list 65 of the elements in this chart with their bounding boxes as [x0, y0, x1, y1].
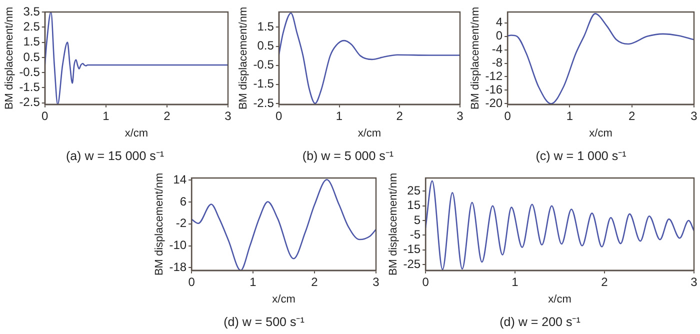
- y-tick-label: -2: [176, 216, 187, 230]
- x-tick-label: 1: [250, 274, 257, 289]
- y-tick-label: -10: [169, 238, 187, 252]
- y-tick-label: 25: [407, 184, 421, 198]
- text: (d) w = 200 s⁻¹: [500, 314, 580, 329]
- y-tick-label: 15: [407, 198, 421, 212]
- text: (a) w = 15 000 s⁻¹: [66, 148, 164, 163]
- y-tick-label: -1.5: [253, 76, 274, 91]
- x-tick-label: 3: [372, 274, 380, 289]
- x-tick-label: 2: [164, 108, 171, 123]
- x-axis-title: x/cm: [124, 127, 148, 140]
- x-tick-label: 1: [512, 274, 519, 289]
- y-tick-label: -12: [485, 69, 503, 84]
- y-tick-label: -2.5: [19, 95, 40, 110]
- y-axis-title: BM displacement/nm: [4, 6, 16, 110]
- y-axis-title: BM displacement/nm: [238, 6, 250, 110]
- y-tick-label: 4: [496, 15, 503, 30]
- y-tick-label: -15: [403, 242, 421, 256]
- x-axis-title: x/cm: [272, 293, 296, 306]
- line-series: [426, 180, 694, 270]
- y-tick-label: 1.5: [257, 20, 274, 34]
- y-tick-label: 3.5: [23, 4, 40, 18]
- x-tick-label: 2: [628, 108, 636, 123]
- x-tick-label: 3: [456, 108, 464, 123]
- y-tick-label: 0.5: [23, 50, 40, 64]
- x-tick-label: 2: [396, 108, 404, 123]
- line-series: [278, 12, 460, 104]
- text: (b) w = 5 000 s⁻¹: [302, 148, 394, 163]
- y-tick-label: -20: [485, 96, 503, 110]
- y-tick-label: 1.5: [23, 34, 40, 49]
- y-tick-label: -5: [410, 228, 421, 242]
- y-axis-title: BM displacement/nm: [388, 172, 400, 276]
- y-tick-label: -25: [403, 256, 421, 271]
- y-tick-label: 6: [180, 194, 187, 208]
- x-axis-title: x/cm: [548, 293, 572, 306]
- y-tick-label: -18: [169, 260, 187, 274]
- text: (c) w = 1 000 s⁻¹: [536, 148, 626, 163]
- y-tick-label: -8: [492, 56, 503, 70]
- y-tick-label: 0: [496, 28, 503, 43]
- y-tick-label: 14: [173, 172, 187, 186]
- x-tick-label: 1: [566, 108, 574, 123]
- text: (d) w = 500 s⁻¹: [224, 314, 304, 329]
- y-tick-label: -2.5: [253, 96, 274, 110]
- x-axis-title: x/cm: [358, 127, 382, 140]
- x-tick-label: 3: [690, 108, 698, 123]
- y-axis-title: BM displacement/nm: [470, 6, 482, 110]
- y-tick-label: 2.5: [23, 19, 40, 34]
- y-tick-label: -16: [485, 82, 503, 97]
- x-tick-label: 1: [102, 108, 110, 123]
- y-tick-label: -0.5: [253, 58, 274, 72]
- x-axis-title: x/cm: [589, 127, 612, 140]
- line-series: [44, 12, 228, 104]
- line-series: [508, 13, 694, 104]
- x-tick-label: 2: [311, 274, 318, 289]
- y-axis-title: BM displacement/nm: [154, 172, 166, 276]
- y-tick-label: 0.5: [257, 38, 274, 53]
- y-tick-label: 5: [414, 212, 421, 227]
- line-series: [192, 178, 376, 270]
- y-tick-label: -0.5: [19, 64, 40, 79]
- x-tick-label: 2: [601, 274, 608, 289]
- y-tick-label: -1.5: [19, 80, 40, 94]
- x-tick-label: 1: [336, 108, 343, 123]
- y-tick-label: -4: [492, 42, 503, 56]
- x-tick-label: 3: [224, 108, 232, 123]
- x-tick-label: 3: [690, 274, 698, 289]
